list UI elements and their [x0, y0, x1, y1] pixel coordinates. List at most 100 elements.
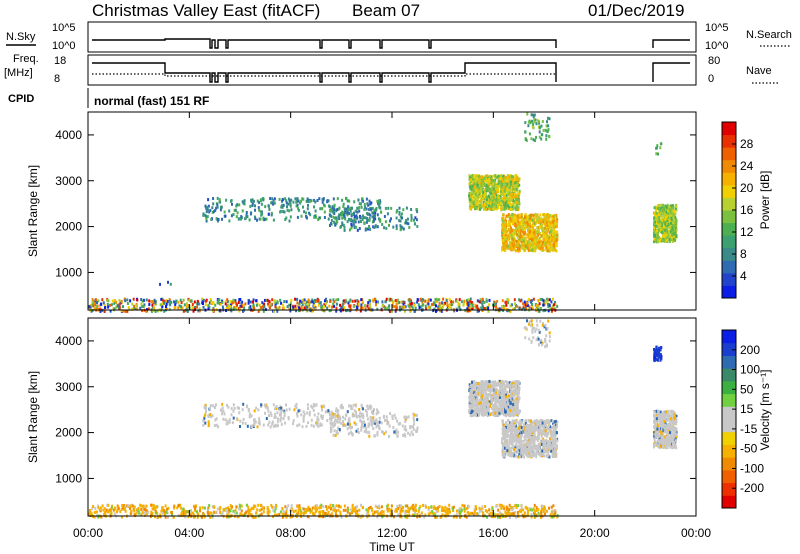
data-cell [362, 301, 364, 305]
data-cell [126, 309, 129, 313]
data-cell [520, 240, 523, 244]
data-cell [209, 516, 212, 519]
data-cell [407, 510, 410, 514]
data-cell [509, 198, 512, 202]
data-cell [549, 238, 552, 242]
data-cell [387, 503, 390, 507]
data-cell [505, 199, 508, 203]
data-cell [253, 306, 255, 310]
data-cell [539, 222, 542, 226]
data-cell [225, 198, 228, 202]
data-cell [450, 303, 453, 307]
colorbar-tick-label: 4 [740, 269, 747, 283]
data-cell [511, 247, 514, 251]
data-cell [212, 309, 214, 313]
data-cell [365, 512, 368, 516]
data-cell [376, 505, 379, 509]
data-cell [262, 510, 265, 514]
data-cell [530, 229, 533, 233]
data-cell [260, 202, 263, 206]
data-cell [401, 306, 404, 310]
data-cell [270, 503, 273, 507]
data-cell [527, 235, 530, 238]
data-cell [144, 510, 147, 514]
data-cell [441, 305, 444, 309]
data-cell [360, 303, 363, 307]
data-cell [216, 205, 219, 209]
data-cell [212, 197, 215, 200]
data-cell [315, 421, 318, 425]
data-cell [347, 508, 350, 512]
data-cell [302, 205, 304, 209]
data-cell [480, 306, 483, 310]
data-cell [224, 418, 227, 422]
data-cell [217, 425, 220, 429]
data-cell [533, 217, 536, 221]
data-cell [416, 210, 419, 214]
data-cell [106, 299, 109, 303]
data-cell [344, 298, 347, 302]
data-cell [433, 512, 435, 516]
data-cell [294, 304, 297, 308]
data-cell [355, 404, 357, 408]
data-cell [389, 219, 391, 223]
data-cell [351, 509, 354, 513]
data-cell [513, 182, 516, 186]
data-cell [521, 513, 524, 517]
data-cell [231, 505, 233, 509]
data-cell [399, 228, 402, 232]
data-cell [267, 513, 270, 517]
data-cell [490, 186, 493, 190]
freq-label: Freq. [13, 53, 39, 65]
data-cell [157, 515, 160, 519]
data-cell [658, 206, 661, 210]
data-cell [196, 299, 199, 303]
data-cell [134, 307, 137, 311]
data-cell [532, 231, 535, 235]
data-cell [239, 298, 242, 301]
y-tick-label: 4000 [55, 128, 82, 142]
data-cell [267, 511, 270, 515]
data-cell [335, 209, 338, 213]
data-cell [669, 229, 672, 233]
data-cell [507, 215, 510, 219]
data-cell [326, 419, 329, 423]
data-cell [361, 421, 364, 424]
data-cell [552, 504, 555, 508]
data-cell [355, 513, 358, 517]
data-cell [369, 406, 372, 410]
data-cell [554, 248, 556, 252]
data-cell [472, 178, 475, 181]
data-cell [515, 224, 517, 228]
data-cell [549, 248, 552, 252]
data-cell [207, 513, 210, 517]
data-cell [368, 207, 371, 211]
data-cell [317, 424, 320, 428]
data-cell [316, 421, 319, 425]
data-cell [324, 512, 327, 516]
data-cell [106, 303, 109, 306]
data-cell [544, 215, 547, 219]
data-cell [434, 299, 437, 303]
data-cell [522, 508, 525, 512]
data-cell [358, 227, 361, 230]
data-cell [535, 236, 538, 240]
data-cell [215, 417, 218, 421]
data-cell [526, 246, 529, 250]
data-cell [669, 208, 672, 212]
data-cell [265, 217, 268, 221]
data-cell [485, 198, 488, 202]
data-cell [664, 216, 667, 219]
data-cell [366, 218, 369, 222]
data-cell [551, 304, 554, 308]
data-cell [534, 237, 537, 241]
data-cell [513, 192, 516, 196]
data-cell [306, 309, 309, 313]
data-cell [351, 206, 353, 210]
data-cell [553, 238, 556, 242]
data-cell [363, 304, 366, 308]
data-cell [474, 178, 477, 182]
data-cell [520, 508, 523, 512]
data-cell [305, 199, 308, 203]
data-cell [539, 307, 542, 311]
